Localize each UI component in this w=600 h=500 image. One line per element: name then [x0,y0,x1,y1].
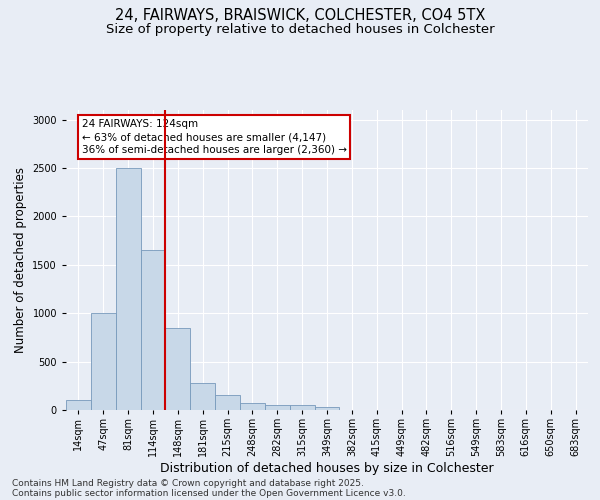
Bar [314,407,340,410]
Bar [265,404,290,410]
Text: Contains public sector information licensed under the Open Government Licence v3: Contains public sector information licen… [12,488,406,498]
Bar [66,400,91,410]
Bar [116,168,140,410]
Y-axis label: Number of detached properties: Number of detached properties [14,167,26,353]
Text: Size of property relative to detached houses in Colchester: Size of property relative to detached ho… [106,22,494,36]
Text: 24 FAIRWAYS: 124sqm
← 63% of detached houses are smaller (4,147)
36% of semi-det: 24 FAIRWAYS: 124sqm ← 63% of detached ho… [82,119,347,156]
Bar [140,250,166,410]
X-axis label: Distribution of detached houses by size in Colchester: Distribution of detached houses by size … [160,462,494,475]
Bar [91,313,116,410]
Bar [166,328,190,410]
Bar [240,402,265,410]
Text: 24, FAIRWAYS, BRAISWICK, COLCHESTER, CO4 5TX: 24, FAIRWAYS, BRAISWICK, COLCHESTER, CO4… [115,8,485,22]
Bar [190,384,215,410]
Text: Contains HM Land Registry data © Crown copyright and database right 2025.: Contains HM Land Registry data © Crown c… [12,478,364,488]
Bar [215,396,240,410]
Bar [290,405,314,410]
